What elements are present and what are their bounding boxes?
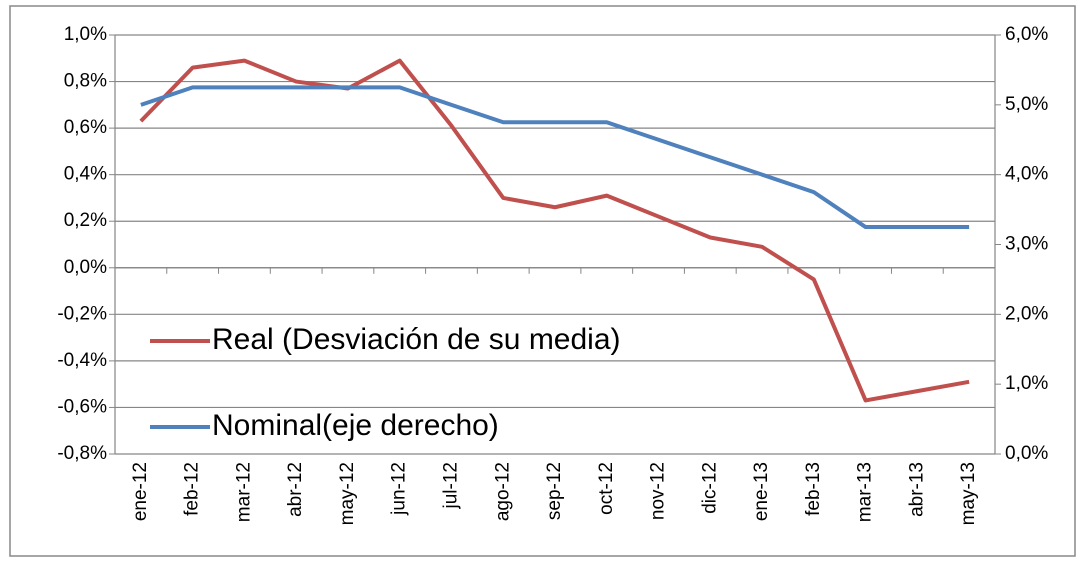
x-tick-label: abr-12 [285, 462, 306, 517]
chart-border [9, 5, 1076, 557]
y-tick-label: 1,0% [64, 24, 107, 45]
x-tick-label: oct-12 [596, 462, 617, 515]
y-tick-label: 0,6% [64, 117, 107, 138]
y-tick-label: 0,0% [64, 257, 107, 278]
y2-tick-label: 2,0% [1005, 303, 1048, 324]
y-tick-label: 0,2% [64, 210, 107, 231]
y2-tick-label: 3,0% [1005, 234, 1048, 255]
x-tick-label: mar-13 [855, 462, 876, 522]
x-tick-label: ago-12 [492, 462, 513, 521]
x-tick-label: nov-12 [648, 462, 669, 520]
series-line [140, 85, 970, 230]
x-tick-label: feb-13 [803, 462, 824, 516]
x-tick-label: feb-12 [182, 462, 203, 516]
y-tick-label: 0,4% [64, 164, 107, 185]
x-tick-label: mar-12 [233, 462, 254, 522]
y2-tick-label: 4,0% [1005, 164, 1048, 185]
x-tick-label: sep-12 [544, 462, 565, 520]
y-tick-label: -0,2% [57, 303, 107, 324]
series-line [139, 58, 970, 403]
y-tick-label: -0,8% [57, 443, 107, 464]
y2-tick-label: 6,0% [1005, 24, 1048, 45]
y2-tick-label: 1,0% [1005, 373, 1048, 394]
x-tick-label: abr-13 [906, 462, 927, 517]
x-tick-label: ene-13 [751, 462, 772, 521]
y-tick-label: 0,8% [64, 71, 107, 92]
x-tick-label: jul-12 [440, 462, 461, 509]
x-tick-label: may-12 [337, 462, 358, 525]
y-tick-label: -0,4% [57, 350, 107, 371]
x-tick-label: may-13 [958, 462, 979, 525]
legend-label: Nominal(eje derecho) [212, 409, 499, 442]
x-tick-label: ene-12 [130, 462, 151, 521]
y2-tick-label: 0,0% [1005, 443, 1048, 464]
x-tick-label: jun-12 [389, 462, 410, 516]
legend-label: Real (Desviación de su media) [212, 323, 621, 356]
y2-tick-label: 5,0% [1005, 94, 1048, 115]
x-tick-label: dic-12 [699, 462, 720, 514]
y-tick-label: -0,6% [57, 396, 107, 417]
